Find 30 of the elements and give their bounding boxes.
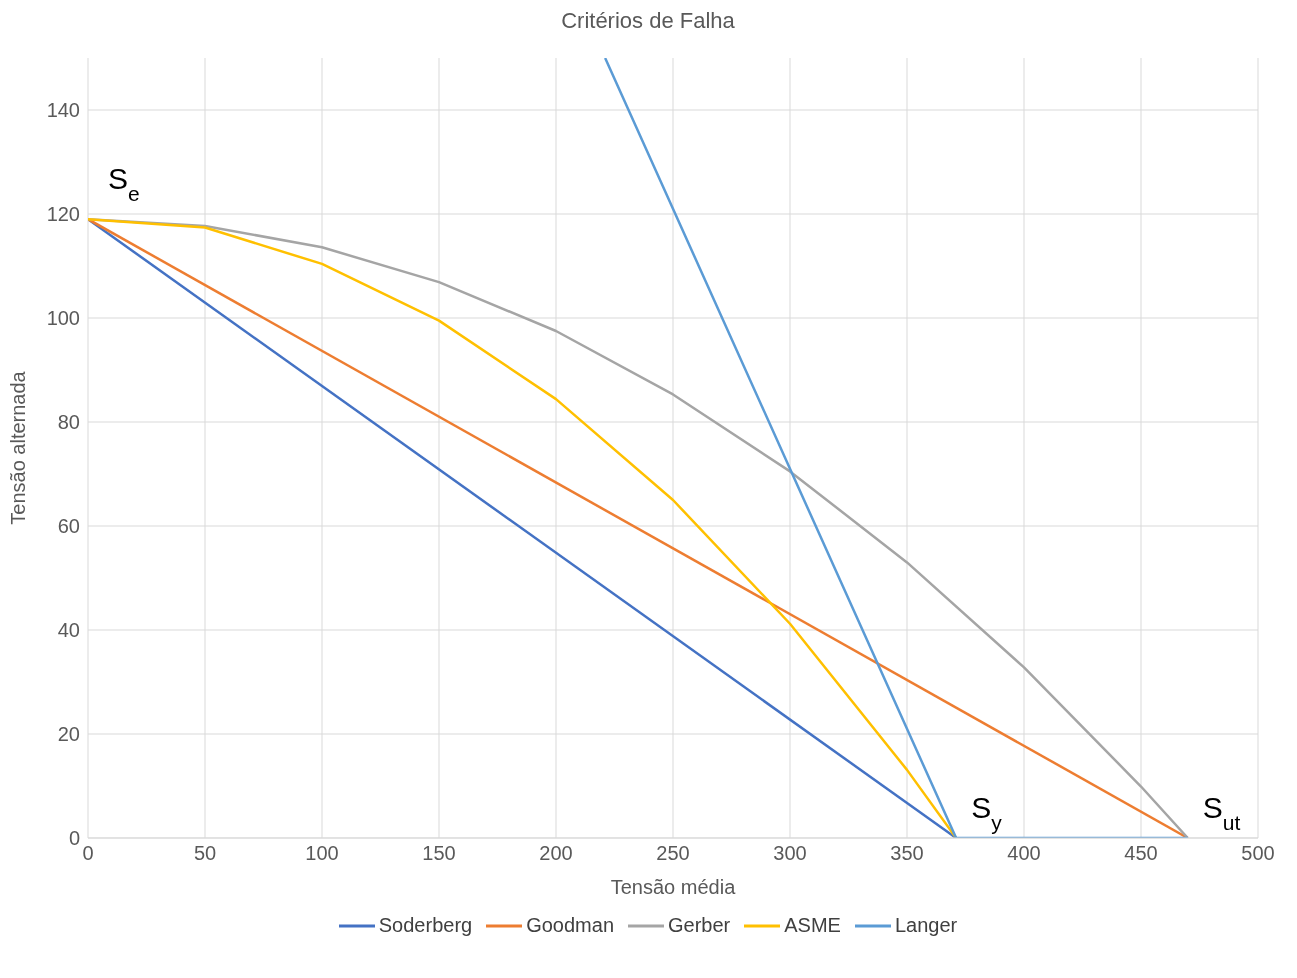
y-tick-label: 120 <box>46 203 80 226</box>
chart-title: Critérios de Falha <box>560 8 736 34</box>
y-tick-label: 0 <box>68 827 80 850</box>
x-tick-label: 450 <box>1124 842 1158 865</box>
y-tick-label: 20 <box>57 723 80 746</box>
x-tick-label: 0 <box>82 842 94 865</box>
x-tick-label: 400 <box>1007 842 1041 865</box>
y-tick-label: 100 <box>46 307 80 330</box>
annotation: S$_{y}$ <box>971 791 1003 834</box>
x-tick-label: 50 <box>193 842 217 865</box>
annotation: S$_{e}$ <box>108 162 140 205</box>
x-tick-label: 150 <box>422 842 456 865</box>
legend-label: Soderberg <box>378 914 473 937</box>
y-tick-label: 80 <box>57 411 80 434</box>
y-tick-label: 40 <box>57 619 80 642</box>
x-tick-label: 200 <box>539 842 573 865</box>
annotation: S$_{ut}$ <box>1202 791 1241 834</box>
x-tick-label: 350 <box>890 842 924 865</box>
x-tick-label: 300 <box>773 842 807 865</box>
legend-label: Langer <box>894 914 958 937</box>
x-tick-label: 500 <box>1241 842 1275 865</box>
x-tick-label: 100 <box>305 842 339 865</box>
legend-label: ASME <box>784 914 841 937</box>
x-axis-title: Tensão média <box>610 876 737 898</box>
legend-label: Gerber <box>668 914 731 937</box>
y-axis-title: Tensão alternada <box>7 370 30 525</box>
legend-label: Goodman <box>526 914 615 937</box>
y-tick-label: 140 <box>46 99 80 122</box>
x-tick-label: 250 <box>656 842 690 865</box>
y-tick-label: 60 <box>57 515 80 538</box>
